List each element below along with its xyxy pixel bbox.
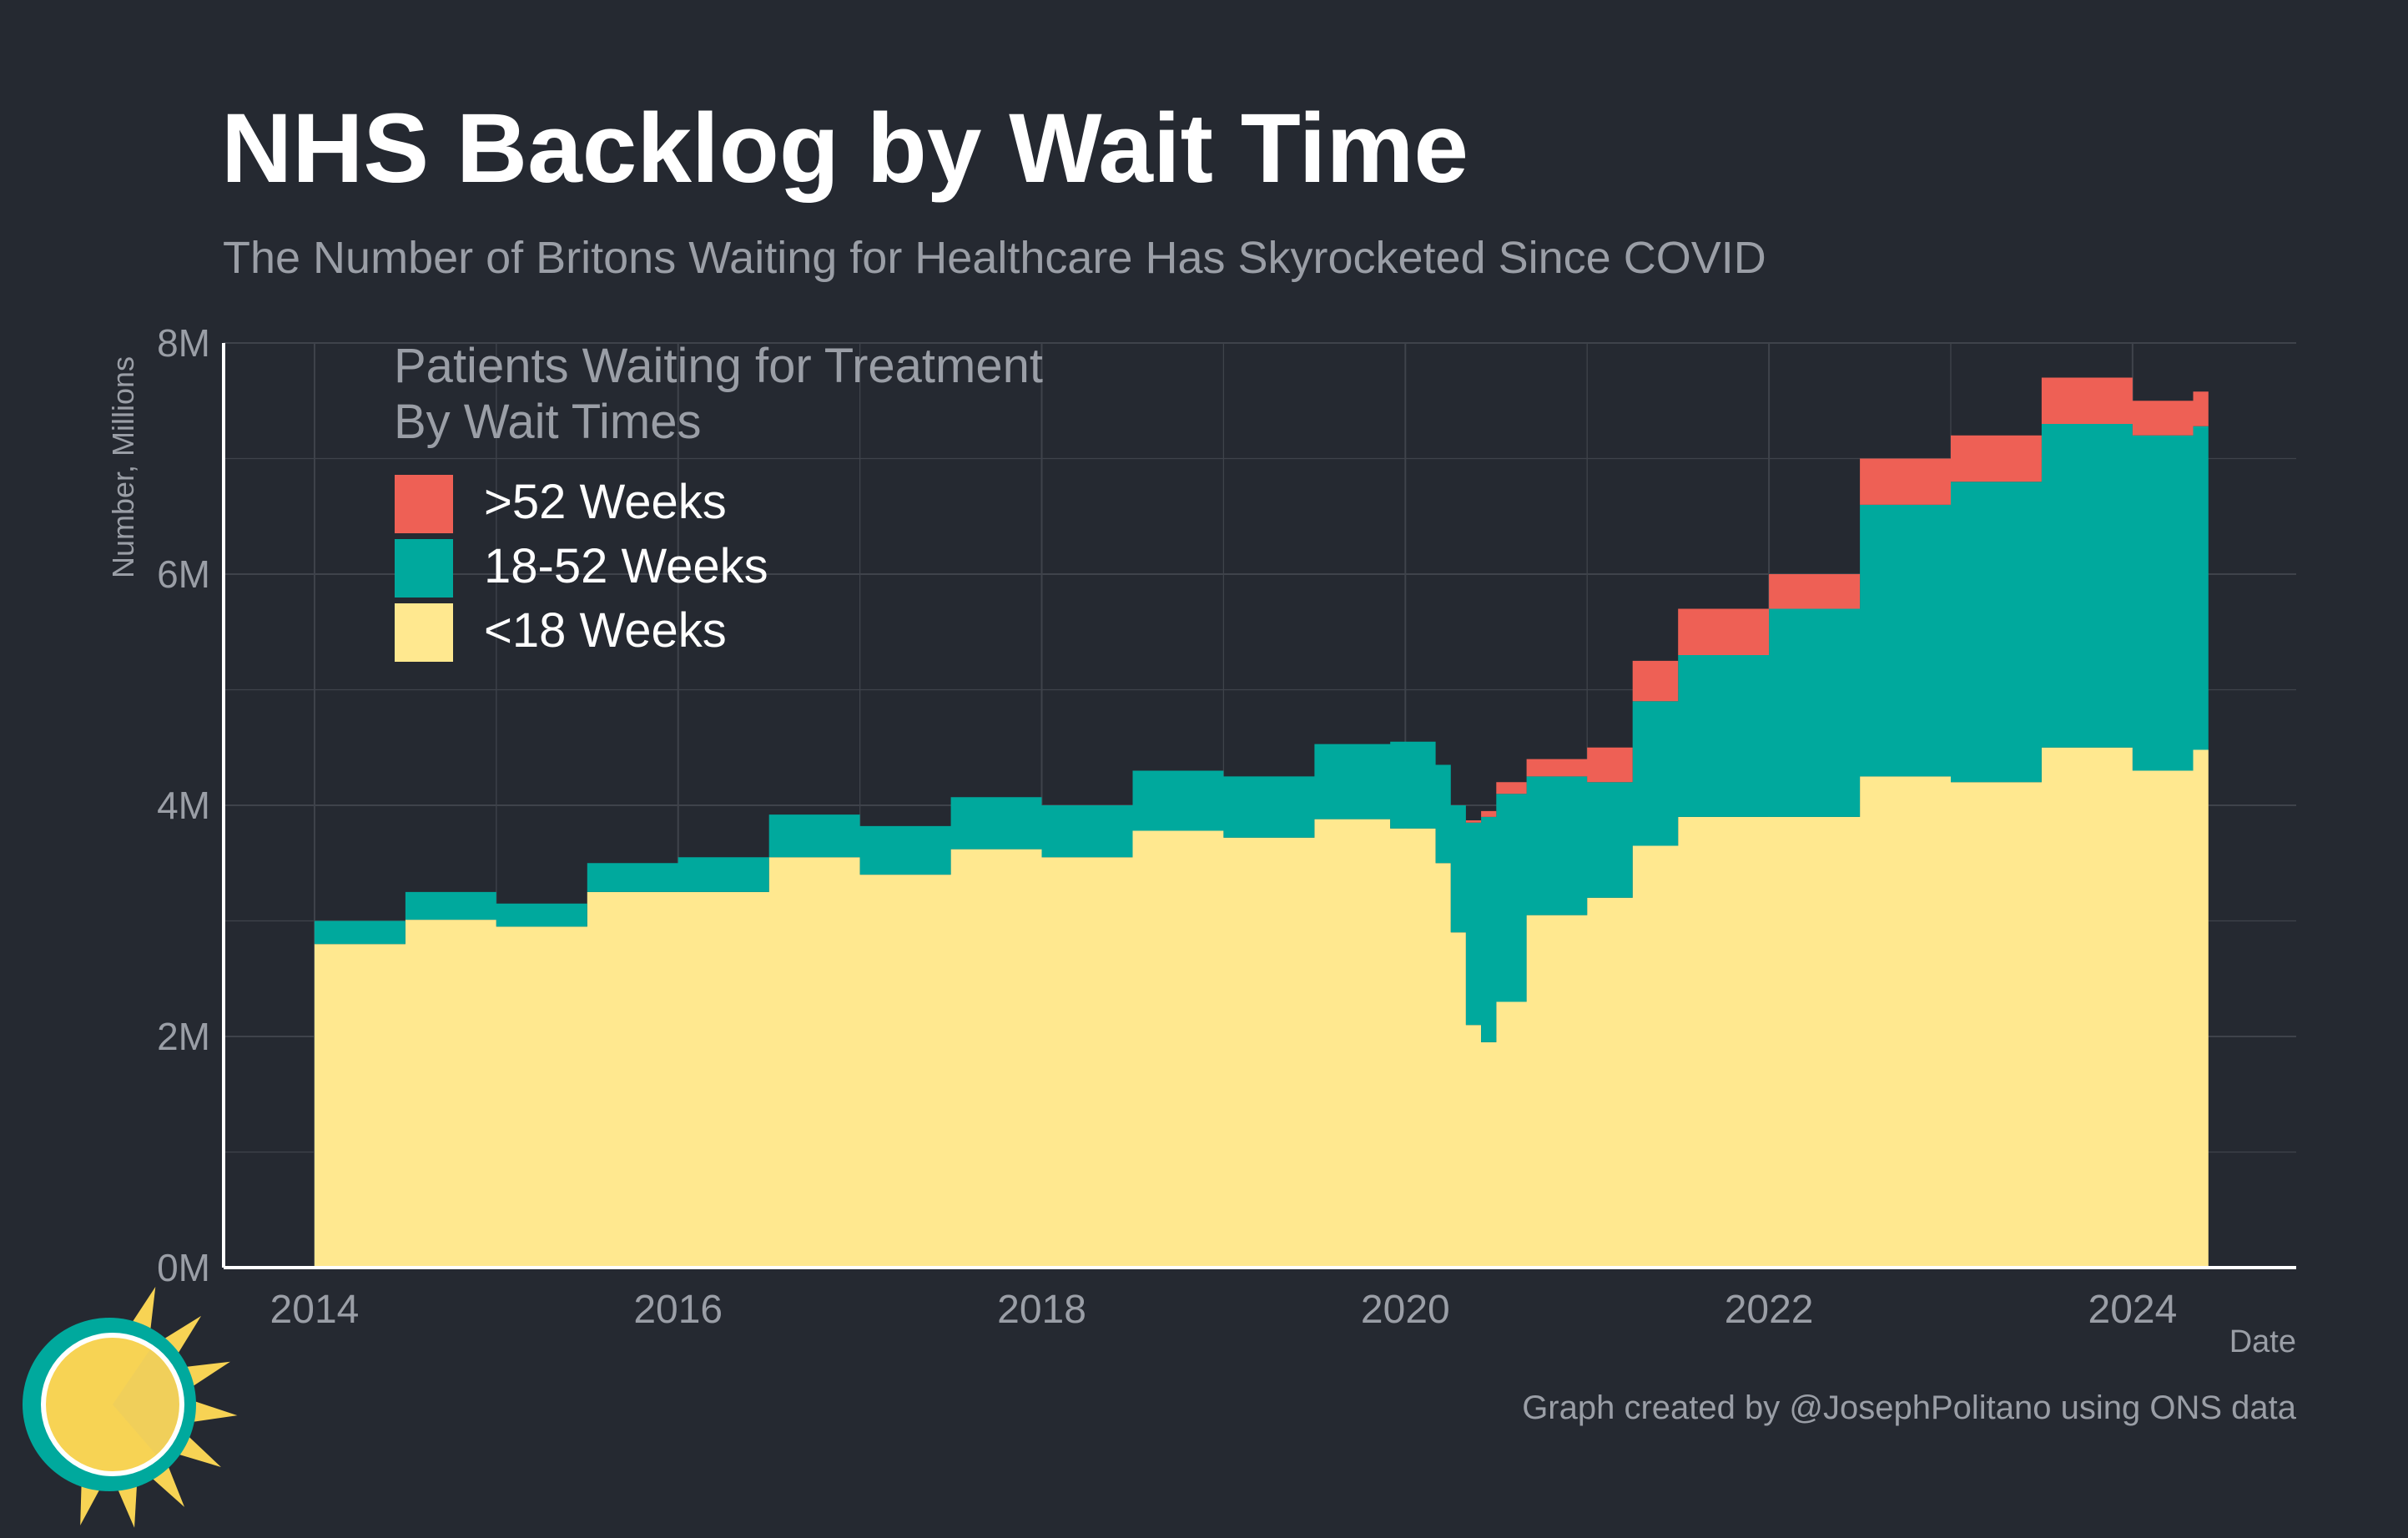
legend-swatch [395, 539, 453, 598]
series-area-18-52-weeks [314, 424, 2209, 1042]
chart-subtitle: The Number of Britons Waiting for Health… [223, 233, 1766, 283]
sun-ray [189, 1399, 238, 1423]
legend-swatch [395, 603, 453, 662]
x-tick-label: 2018 [997, 1288, 1086, 1332]
sun-ray [182, 1361, 230, 1389]
y-tick-label: 6M [157, 552, 210, 596]
source-caption: Graph created by @JosephPolitano using O… [1522, 1389, 2297, 1426]
y-tick-label: 0M [157, 1246, 210, 1289]
x-tick-label: 2016 [633, 1288, 723, 1332]
x-tick-label: 2014 [270, 1288, 360, 1332]
legend-label: <18 Weeks [484, 603, 727, 658]
chart-title: NHS Backlog by Wait Time [221, 93, 1468, 204]
x-tick-label: 2020 [1361, 1288, 1450, 1332]
x-tick-labels: 2014 2016 2018 2020 2022 2024 [270, 1288, 2178, 1332]
logo-clock-wedge [113, 1349, 179, 1455]
y-tick-label: 2M [157, 1015, 210, 1058]
x-tick-label: 2022 [1725, 1288, 1814, 1332]
axes [222, 343, 2296, 1269]
legend-title-line: Patients Waiting for Treatment [394, 339, 1043, 393]
y-tick-label: 8M [157, 321, 210, 365]
y-tick-labels: 0M 2M 4M 6M 8M [157, 321, 210, 1289]
x-tick-label: 2024 [2088, 1288, 2178, 1332]
stacked-area-series [314, 377, 2209, 1268]
sun-ray [115, 1480, 138, 1528]
legend-title-line: By Wait Times [394, 395, 701, 449]
legend-label: 18-52 Weeks [484, 539, 768, 593]
y-tick-label: 4M [157, 784, 210, 827]
legend-label: >52 Weeks [484, 475, 727, 529]
sun-clock-logo-icon [23, 1287, 238, 1528]
x-axis-title: Date [2229, 1324, 2296, 1359]
y-axis-title: Number, Millions [106, 356, 140, 578]
series-area-18-weeks [314, 747, 2209, 1268]
legend-swatch [395, 475, 453, 533]
